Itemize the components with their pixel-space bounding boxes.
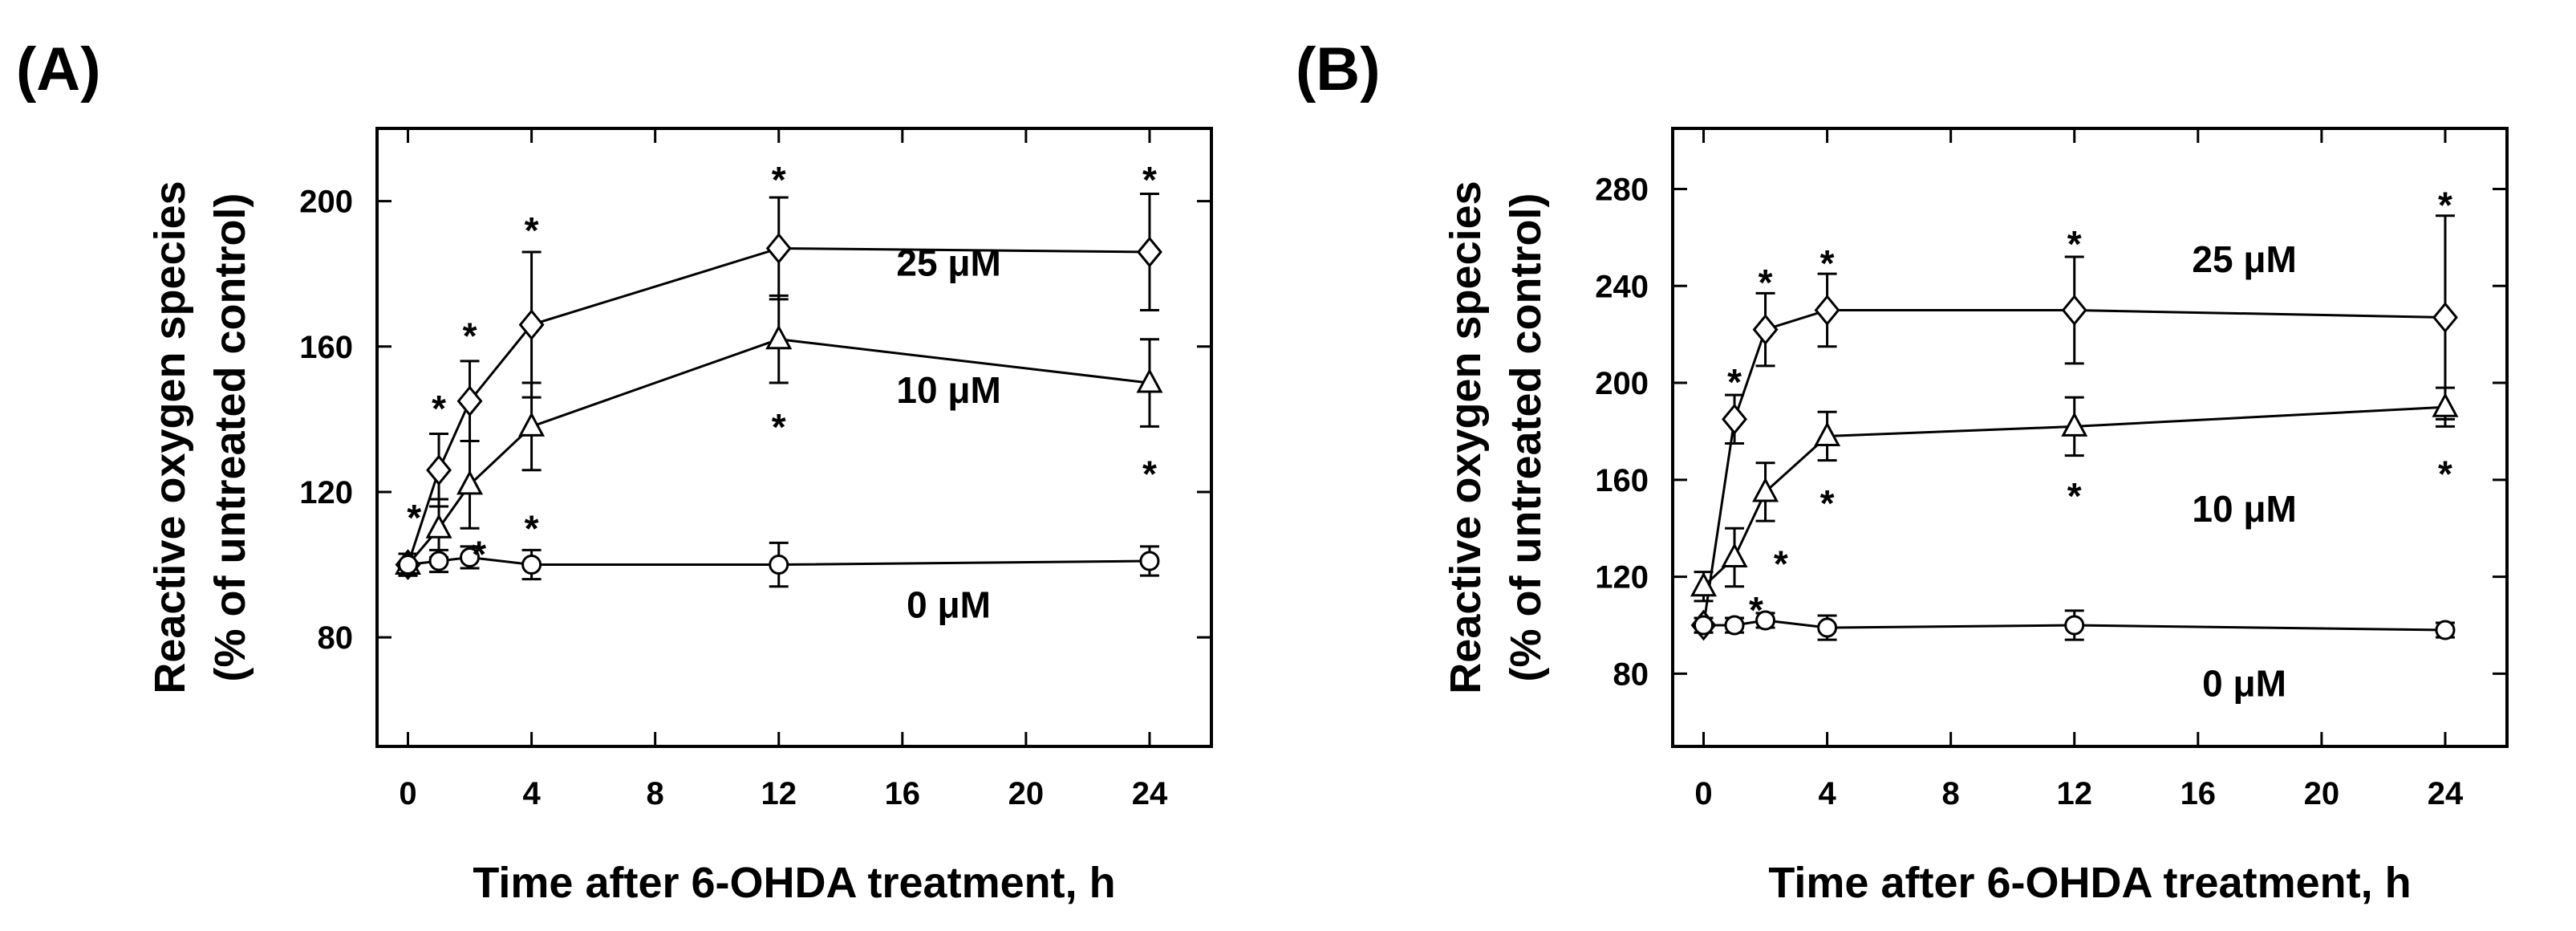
data-point-diamond bbox=[518, 309, 545, 340]
significance-asterisk: * bbox=[1820, 242, 1835, 284]
data-point-triangle bbox=[765, 324, 793, 350]
y-tick-label: 120 bbox=[299, 475, 353, 510]
data-point-triangle bbox=[425, 514, 452, 539]
x-tick-label: 4 bbox=[522, 776, 541, 811]
significance-asterisk: * bbox=[1142, 159, 1157, 201]
data-point-circle bbox=[1817, 617, 1838, 638]
x-tick-label: 0 bbox=[1694, 776, 1712, 811]
x-tick-label: 8 bbox=[647, 776, 664, 811]
x-tick-label: 0 bbox=[399, 776, 416, 811]
data-point-circle bbox=[1755, 610, 1776, 631]
y-tick-label: 240 bbox=[1595, 269, 1649, 304]
data-point-circle bbox=[769, 555, 789, 575]
significance-asterisk: * bbox=[1820, 482, 1835, 524]
significance-asterisk: * bbox=[525, 508, 539, 550]
x-tick-label: 16 bbox=[2180, 776, 2217, 811]
series-line-diamond bbox=[1702, 308, 2445, 626]
data-point-circle bbox=[1139, 551, 1160, 571]
significance-asterisk: * bbox=[2438, 185, 2452, 226]
data-point-circle bbox=[1694, 615, 1714, 636]
significance-asterisk: * bbox=[472, 533, 486, 575]
data-point-diamond bbox=[456, 385, 483, 417]
series-label: 25 μM bbox=[896, 242, 1000, 284]
y-tick-label: 80 bbox=[1613, 657, 1649, 692]
series-label: 0 μM bbox=[907, 583, 991, 625]
data-point-triangle bbox=[518, 412, 546, 437]
data-point-diamond bbox=[1137, 236, 1162, 268]
panel-label: (B) bbox=[1296, 35, 1381, 104]
significance-asterisk: * bbox=[2438, 453, 2452, 495]
significance-asterisk: * bbox=[407, 497, 421, 539]
series-line-diamond bbox=[407, 246, 1150, 565]
series-label: 25 μM bbox=[2192, 238, 2296, 280]
y-tick-label: 80 bbox=[318, 620, 354, 656]
significance-asterisk: * bbox=[1749, 589, 1763, 631]
significance-asterisk: * bbox=[463, 315, 477, 357]
plot-frame bbox=[375, 127, 1213, 748]
y-axis-title-line2: (% of untreated control) bbox=[206, 193, 254, 682]
x-axis-title: Time after 6-OHDA treatment, h bbox=[1768, 859, 2411, 907]
data-point-circle bbox=[2064, 615, 2085, 636]
significance-asterisk: * bbox=[525, 209, 539, 251]
data-point-triangle bbox=[1814, 421, 1841, 446]
significance-asterisk: * bbox=[1759, 262, 1773, 303]
data-point-triangle bbox=[456, 470, 484, 495]
x-axis-title: Time after 6-OHDA treatment, h bbox=[473, 859, 1115, 907]
y-tick-label: 200 bbox=[299, 185, 353, 220]
data-point-diamond bbox=[426, 454, 452, 486]
significance-asterisk: * bbox=[772, 406, 786, 448]
significance-asterisk: * bbox=[2067, 223, 2082, 265]
data-point-triangle bbox=[1690, 571, 1718, 597]
x-tick-label: 20 bbox=[2304, 776, 2340, 811]
x-tick-label: 24 bbox=[2428, 776, 2464, 811]
y-axis-title-line2: (% of untreated control) bbox=[1502, 193, 1550, 682]
series-label: 10 μM bbox=[2192, 488, 2296, 530]
data-point-circle bbox=[1724, 615, 1745, 636]
data-point-diamond bbox=[2432, 302, 2458, 333]
data-point-triangle bbox=[2432, 392, 2459, 417]
data-point-triangle bbox=[1721, 543, 1748, 567]
plot-frame bbox=[1671, 127, 2509, 748]
x-tick-label: 12 bbox=[761, 776, 797, 811]
y-tick-label: 160 bbox=[299, 330, 353, 365]
significance-asterisk: * bbox=[772, 159, 786, 201]
significance-asterisk: * bbox=[2067, 475, 2082, 517]
x-tick-label: 20 bbox=[1008, 776, 1045, 811]
panel-label: (A) bbox=[16, 35, 101, 104]
y-axis-title-line1: Reactive oxygen species bbox=[146, 181, 194, 693]
data-point-circle bbox=[521, 555, 542, 575]
data-point-triangle bbox=[1136, 368, 1163, 393]
data-point-diamond bbox=[765, 233, 792, 264]
x-tick-label: 12 bbox=[2056, 776, 2092, 811]
data-point-circle bbox=[428, 551, 449, 571]
y-tick-label: 160 bbox=[1595, 463, 1649, 498]
x-tick-label: 16 bbox=[885, 776, 921, 811]
x-tick-label: 4 bbox=[1818, 776, 1836, 811]
y-axis-title-line1: Reactive oxygen species bbox=[1442, 181, 1490, 693]
x-tick-label: 24 bbox=[1132, 776, 1168, 811]
significance-asterisk: * bbox=[1774, 543, 1788, 584]
significance-asterisk: * bbox=[1142, 453, 1157, 495]
series-label: 10 μM bbox=[896, 369, 1000, 411]
y-tick-label: 120 bbox=[1595, 560, 1649, 596]
data-point-diamond bbox=[2061, 295, 2087, 326]
series-label: 0 μM bbox=[2202, 662, 2286, 704]
y-tick-label: 280 bbox=[1595, 172, 1649, 207]
data-point-circle bbox=[2435, 620, 2456, 640]
data-point-circle bbox=[398, 555, 419, 575]
data-point-diamond bbox=[1814, 295, 1840, 326]
data-point-circle bbox=[460, 547, 481, 567]
significance-asterisk: * bbox=[1727, 361, 1742, 403]
data-point-diamond bbox=[1722, 403, 1747, 435]
data-point-triangle bbox=[2061, 412, 2088, 437]
x-tick-label: 8 bbox=[1942, 776, 1960, 811]
data-point-triangle bbox=[1752, 477, 1779, 502]
significance-asterisk: * bbox=[432, 388, 446, 429]
y-tick-label: 200 bbox=[1595, 366, 1649, 401]
data-point-diamond bbox=[1752, 314, 1779, 345]
